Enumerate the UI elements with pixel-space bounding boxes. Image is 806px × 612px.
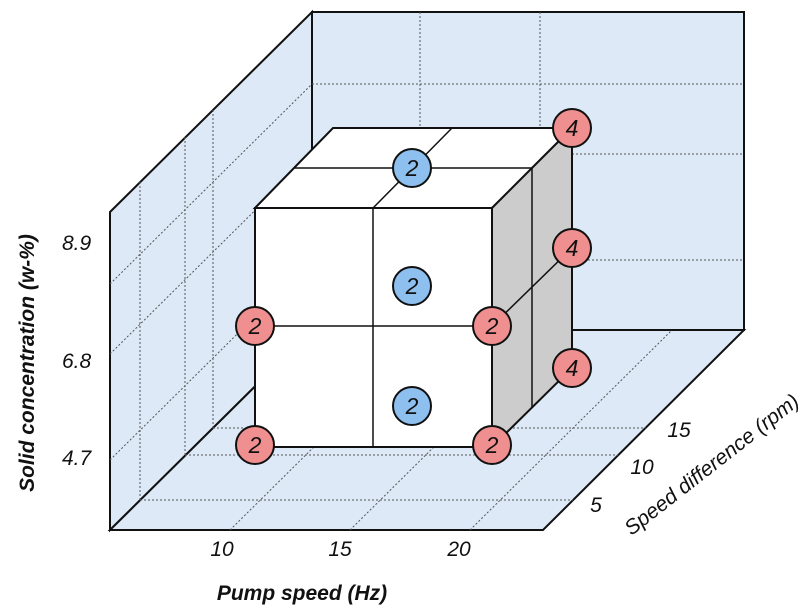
x-tick-20: 20 — [446, 538, 471, 561]
svg-text:4: 4 — [566, 235, 579, 261]
x-axis-title: Pump speed (Hz) — [217, 582, 387, 605]
node-4-bottom: 4 — [552, 348, 592, 388]
svg-text:4: 4 — [566, 355, 579, 381]
y-tick-5: 5 — [590, 494, 602, 517]
svg-text:2: 2 — [405, 273, 419, 299]
x-tick-15: 15 — [328, 538, 352, 561]
z-axis-title: Solid concentration (w-%) — [16, 234, 39, 492]
node-2-blue-bottom: 2 — [392, 386, 432, 426]
node-2-blue-center: 2 — [392, 266, 432, 306]
svg-text:2: 2 — [405, 393, 419, 419]
svg-text:2: 2 — [248, 432, 262, 458]
z-tick-8-9: 8.9 — [62, 232, 92, 255]
z-tick-4-7: 4.7 — [62, 447, 93, 470]
node-2-bottom-left: 2 — [235, 425, 275, 465]
y-tick-15: 15 — [667, 419, 691, 442]
x-tick-10: 10 — [210, 538, 234, 561]
svg-text:2: 2 — [485, 432, 499, 458]
node-2-bottom-right: 2 — [472, 425, 512, 465]
svg-text:2: 2 — [248, 313, 262, 339]
node-4-top: 4 — [552, 108, 592, 148]
y-tick-10: 10 — [630, 456, 654, 479]
node-2-blue-top: 2 — [392, 148, 432, 188]
svg-text:2: 2 — [485, 313, 499, 339]
node-2-mid-right: 2 — [472, 306, 512, 346]
nodes: 4 4 4 2 2 2 2 2 — [235, 108, 592, 465]
svg-text:4: 4 — [566, 115, 579, 141]
svg-text:2: 2 — [405, 155, 419, 181]
z-tick-6-8: 6.8 — [62, 350, 92, 373]
node-2-mid-left: 2 — [235, 306, 275, 346]
node-4-mid: 4 — [552, 228, 592, 268]
